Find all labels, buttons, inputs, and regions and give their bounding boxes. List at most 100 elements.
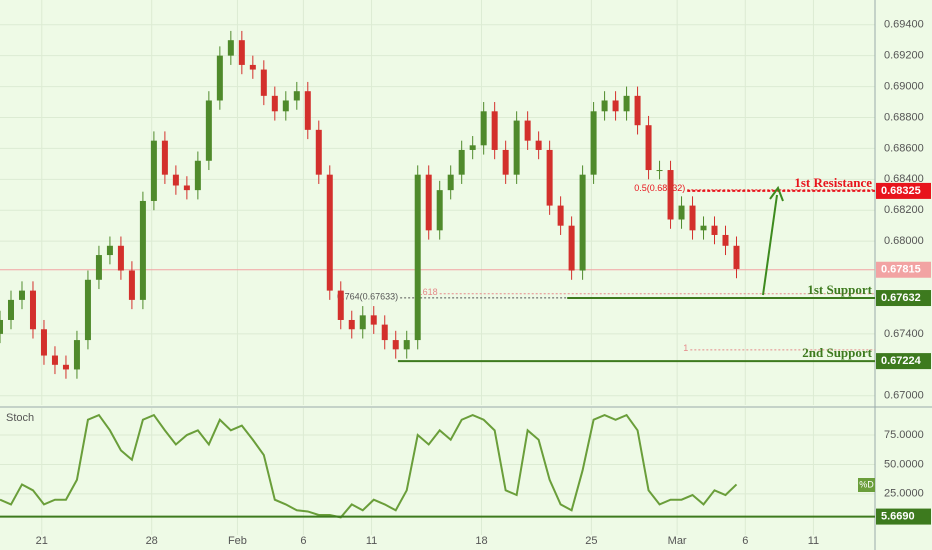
- x-tick-label: 11: [366, 535, 377, 547]
- candle-body: [95, 255, 102, 280]
- candle-body: [51, 355, 58, 365]
- candle-body: [414, 174, 421, 341]
- y-tick-label: 0.67400: [884, 328, 924, 340]
- y-tick-label: 25.0000: [884, 488, 924, 500]
- candle-body: [733, 245, 740, 269]
- candle-body: [282, 100, 289, 112]
- candle-body: [425, 174, 432, 231]
- candle-body: [183, 185, 190, 191]
- candle-body: [436, 190, 443, 231]
- indicator-title: Stoch: [6, 412, 34, 424]
- arrow-head: [769, 185, 784, 202]
- y-tick-label: 0.68400: [884, 173, 924, 185]
- fib-label: 0.764(0.67633): [337, 291, 398, 301]
- x-tick-label: 6: [742, 535, 748, 547]
- candle-body: [403, 340, 410, 350]
- x-tick-label: 6: [300, 535, 306, 547]
- candle-body: [381, 324, 388, 341]
- level-label: 2nd Support: [802, 345, 872, 360]
- candle-body: [469, 145, 476, 150]
- candle-body: [700, 225, 707, 231]
- candle-body: [645, 125, 652, 171]
- candle-body: [227, 40, 234, 56]
- level-label: 1st Support: [807, 282, 872, 297]
- candle-body: [491, 111, 498, 150]
- price-badge-text: 0.67224: [881, 355, 922, 367]
- candle-body: [326, 174, 333, 291]
- y-tick-label: 50.0000: [884, 458, 924, 470]
- last-price-badge-text: 0.67815: [881, 264, 921, 276]
- last-price-badge: [876, 261, 931, 278]
- candle-body: [557, 205, 564, 226]
- candle-body: [348, 319, 355, 330]
- candle-body: [579, 174, 586, 271]
- candle-body: [29, 290, 36, 330]
- stoch-line: [0, 413, 738, 519]
- candle-body: [337, 290, 344, 320]
- level-label: 1st Resistance: [794, 175, 872, 190]
- candle-body: [172, 174, 179, 186]
- candle-body: [249, 64, 256, 70]
- x-tick-label: Mar: [668, 535, 687, 547]
- fib-label: 0.618: [415, 287, 438, 297]
- candle-body: [535, 140, 542, 150]
- candle-body: [370, 315, 377, 325]
- candle-body: [568, 225, 575, 271]
- candle-body: [7, 299, 14, 320]
- candle-body: [205, 100, 212, 161]
- candle-body: [139, 200, 146, 300]
- candle-body: [128, 270, 135, 300]
- candle-body: [359, 315, 366, 330]
- candle-body: [304, 91, 311, 130]
- candle-body: [656, 170, 663, 172]
- fib-label: 1: [683, 343, 688, 353]
- y-tick-label: 0.69400: [884, 19, 924, 31]
- y-tick-label: 0.68600: [884, 142, 924, 154]
- candle-body: [634, 95, 641, 126]
- price-badge-text: 0.67632: [881, 292, 921, 304]
- candle-body: [238, 40, 245, 65]
- candle-body: [447, 174, 454, 191]
- candle-body: [315, 129, 322, 175]
- candle-body: [590, 111, 597, 175]
- legend-label: %D: [859, 479, 874, 489]
- stoch-badge-text: 5.6690: [881, 510, 915, 522]
- candle-body: [392, 340, 399, 350]
- candle-body: [293, 91, 300, 101]
- candle-body: [161, 140, 168, 175]
- candle-body: [678, 205, 685, 220]
- candle-body: [106, 245, 113, 256]
- candle-body: [502, 149, 509, 175]
- candle-body: [458, 149, 465, 175]
- candle-body: [260, 69, 267, 96]
- y-tick-label: 0.68800: [884, 111, 924, 123]
- x-tick-label: 18: [475, 535, 487, 547]
- candle-body: [62, 364, 69, 370]
- x-tick-label: 28: [146, 535, 158, 547]
- legend-badge: [858, 478, 875, 492]
- price-badge: [876, 182, 931, 199]
- y-tick-label: 0.69000: [884, 80, 924, 92]
- candle-body: [612, 100, 619, 112]
- candle-body: [546, 149, 553, 206]
- candle-body: [601, 100, 608, 112]
- candle-body: [150, 140, 157, 201]
- y-tick-label: 0.67000: [884, 390, 924, 402]
- candle-body: [40, 329, 47, 356]
- candle-body: [667, 170, 674, 220]
- y-tick-label: 0.69200: [884, 50, 924, 62]
- candle-body: [117, 245, 124, 271]
- x-tick-label: Feb: [228, 535, 247, 547]
- candle-body: [18, 290, 25, 300]
- projection-arrow: [762, 194, 778, 296]
- candle-body: [623, 95, 630, 112]
- candle-body: [73, 340, 80, 370]
- y-tick-label: 0.68200: [884, 204, 924, 216]
- candle-body: [722, 234, 729, 246]
- candle-body: [513, 120, 520, 175]
- candle-body: [0, 319, 3, 334]
- x-tick-label: 11: [808, 535, 819, 547]
